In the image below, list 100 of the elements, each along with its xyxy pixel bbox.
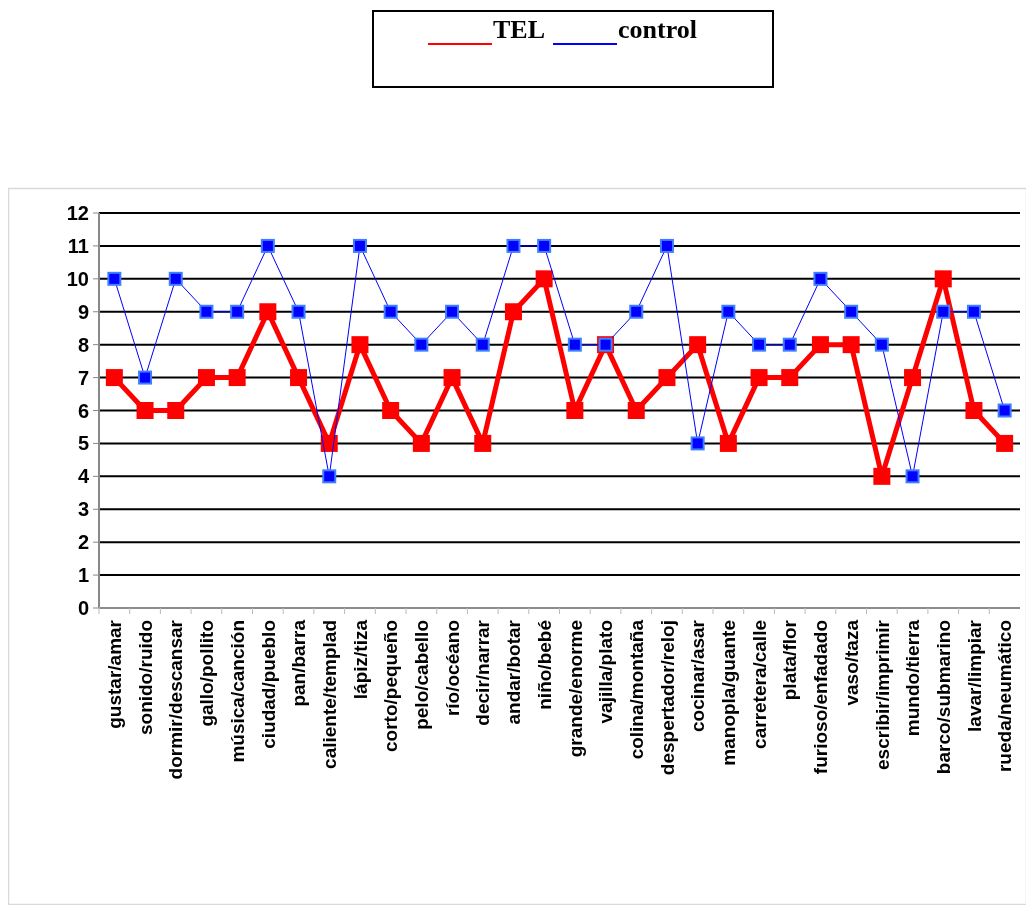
x-tick-label: cocinar/asar (687, 619, 709, 732)
point (291, 304, 306, 319)
point (199, 304, 214, 319)
point (659, 238, 674, 253)
point (290, 369, 308, 387)
y-tick-label: 3 (77, 498, 89, 521)
point (997, 403, 1012, 418)
point (567, 337, 582, 352)
point (658, 369, 676, 387)
x-tick-label: plata/flor (779, 619, 801, 701)
x-tick-label: lavar/limpiar (963, 619, 985, 732)
point (351, 336, 369, 354)
x-tick-label: música/canción (226, 620, 248, 763)
x-tick-label: sonido/ruido (134, 620, 156, 736)
x-tick-label: gustar/amar (104, 619, 125, 729)
x-tick-label: vajilla/plato (595, 620, 617, 724)
point (721, 304, 736, 319)
point (506, 238, 521, 253)
point (382, 402, 400, 419)
x-tick-label: río/océano (441, 620, 463, 717)
point (934, 270, 952, 288)
legend-label: TEL (493, 15, 546, 44)
point (136, 402, 154, 419)
x-tick-label: decir/narrar (472, 619, 494, 726)
y-tick-label: 9 (77, 300, 89, 323)
y-tick-label: 8 (77, 333, 89, 356)
x-tick-label: mundo/tierra (902, 619, 924, 737)
x-tick-label: lápiz/tiza (349, 619, 371, 700)
point (566, 402, 584, 419)
y-tick-label: 10 (66, 267, 89, 290)
point (412, 434, 430, 452)
x-tick-label: rueda/neumático (994, 620, 1016, 773)
x-tick-label: ciudad/pueblo (257, 620, 279, 749)
point (259, 303, 277, 321)
point (873, 467, 891, 485)
point (537, 238, 552, 253)
point (352, 238, 367, 253)
point (813, 271, 828, 286)
point (690, 436, 705, 451)
x-tick-label: manopla/guante (718, 620, 739, 766)
point (842, 336, 860, 354)
point (750, 369, 768, 387)
x-tick-label: pelo/cabello (411, 620, 432, 730)
point (874, 337, 889, 352)
point (689, 336, 707, 354)
x-tick-label: niño/bebé (533, 620, 555, 710)
point (811, 336, 829, 354)
point (445, 304, 460, 319)
point (197, 369, 215, 387)
y-tick-label: 1 (77, 564, 89, 587)
point (629, 304, 644, 319)
point (167, 402, 185, 419)
point (168, 271, 183, 286)
point (504, 303, 522, 321)
x-tick-label: despertador/reloj (656, 620, 678, 776)
y-tick-label: 6 (77, 399, 89, 422)
y-tick-label: 7 (77, 366, 89, 389)
x-tick-label: andar/botar (503, 619, 525, 725)
y-tick-label: 12 (66, 202, 89, 224)
y-tick-label: 2 (77, 531, 89, 554)
point (781, 369, 799, 387)
point (844, 304, 859, 319)
point (904, 369, 922, 387)
point (535, 270, 553, 288)
point (752, 337, 767, 352)
point (105, 369, 123, 387)
point (383, 304, 398, 319)
x-tick-label: colina/montaña (625, 619, 647, 760)
point (443, 369, 461, 387)
y-tick-label: 0 (77, 597, 89, 619)
x-tick-label: pan/barra (288, 619, 310, 707)
point (719, 434, 737, 452)
point (107, 271, 122, 286)
x-tick-label: grande/enorme (564, 620, 586, 758)
point (260, 238, 275, 253)
point (782, 337, 797, 352)
x-tick-label: corto/pequeño (380, 620, 402, 752)
x-tick-label: gallo/pollito (196, 620, 218, 727)
y-tick-label: 4 (77, 465, 90, 488)
x-tick-label: vaso/taza (840, 619, 862, 706)
point (905, 469, 920, 484)
point (322, 469, 337, 484)
x-tick-label: escribir/imprimir (871, 619, 893, 770)
point (936, 304, 951, 319)
point (966, 304, 981, 319)
y-tick-label: 11 (67, 234, 89, 257)
legend-label: control (618, 15, 697, 44)
point (414, 337, 429, 352)
x-tick-label: furioso/enfadado (810, 620, 832, 775)
x-tick-label: caliente/templad (318, 620, 340, 769)
point (228, 369, 246, 387)
point (965, 402, 983, 419)
x-tick-label: barco/submarino (932, 620, 954, 775)
point (996, 434, 1014, 452)
x-tick-label: dormir/descansar (165, 619, 187, 780)
point (475, 337, 490, 352)
point (230, 304, 245, 319)
point (627, 402, 645, 419)
point (138, 370, 153, 385)
x-tick-label: carretera/calle (748, 620, 770, 749)
